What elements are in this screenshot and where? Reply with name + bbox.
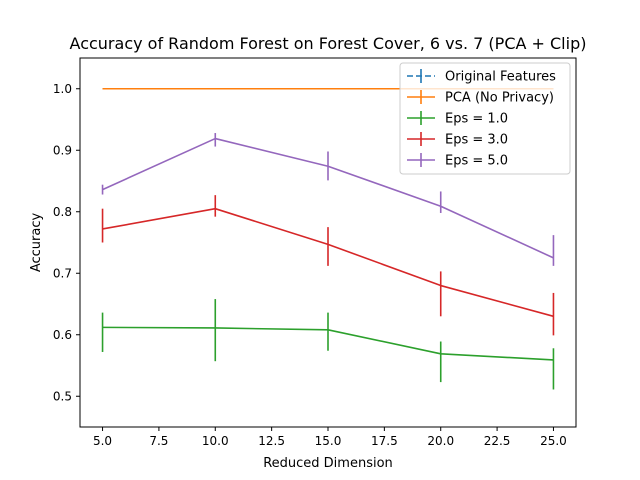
legend-label: Eps = 5.0 [445,154,508,169]
y-tick-label: 1.0 [53,82,72,96]
y-axis: 0.5 0.6 0.7 0.8 0.9 1.0 [53,82,80,403]
x-tick-label: 20.0 [427,434,454,448]
legend-item: Eps = 3.0 [407,132,508,148]
x-tick-label: 7.5 [149,434,168,448]
x-tick-label: 12.5 [258,434,285,448]
chart-title: Accuracy of Random Forest on Forest Cove… [70,34,587,53]
y-tick-label: 0.7 [53,266,72,280]
x-tick-label: 17.5 [371,434,398,448]
x-axis-label: Reduced Dimension [263,456,393,471]
y-tick-label: 0.5 [53,389,72,403]
x-tick-label: 15.0 [315,434,342,448]
legend-label: PCA (No Privacy) [445,91,554,106]
series-4 [101,133,555,266]
y-axis-label: Accuracy [29,213,44,273]
legend-label: Eps = 1.0 [445,112,508,127]
legend-item: PCA (No Privacy) [407,90,554,106]
x-tick-label: 25.0 [540,434,567,448]
legend-box [399,62,571,175]
series-3 [101,195,555,336]
x-axis: 5.0 7.5 10.0 12.5 15.0 17.5 20.0 22.5 25.0 [93,427,567,448]
x-tick-label: 10.0 [202,434,229,448]
legend-label: Original Features [445,70,556,85]
series-2 [101,299,555,390]
y-tick-label: 0.9 [53,143,72,157]
y-tick-label: 0.6 [53,328,72,342]
x-tick-label: 22.5 [484,434,511,448]
legend-item: Eps = 5.0 [407,153,508,169]
legend-label: Eps = 3.0 [445,133,508,148]
x-tick-label: 5.0 [93,434,112,448]
legend-item: Eps = 1.0 [407,111,508,127]
legend: Original Features PCA (No Privacy) Eps = 1… [399,62,571,175]
legend-item: Original Features [407,69,556,85]
y-tick-label: 0.8 [53,205,72,219]
